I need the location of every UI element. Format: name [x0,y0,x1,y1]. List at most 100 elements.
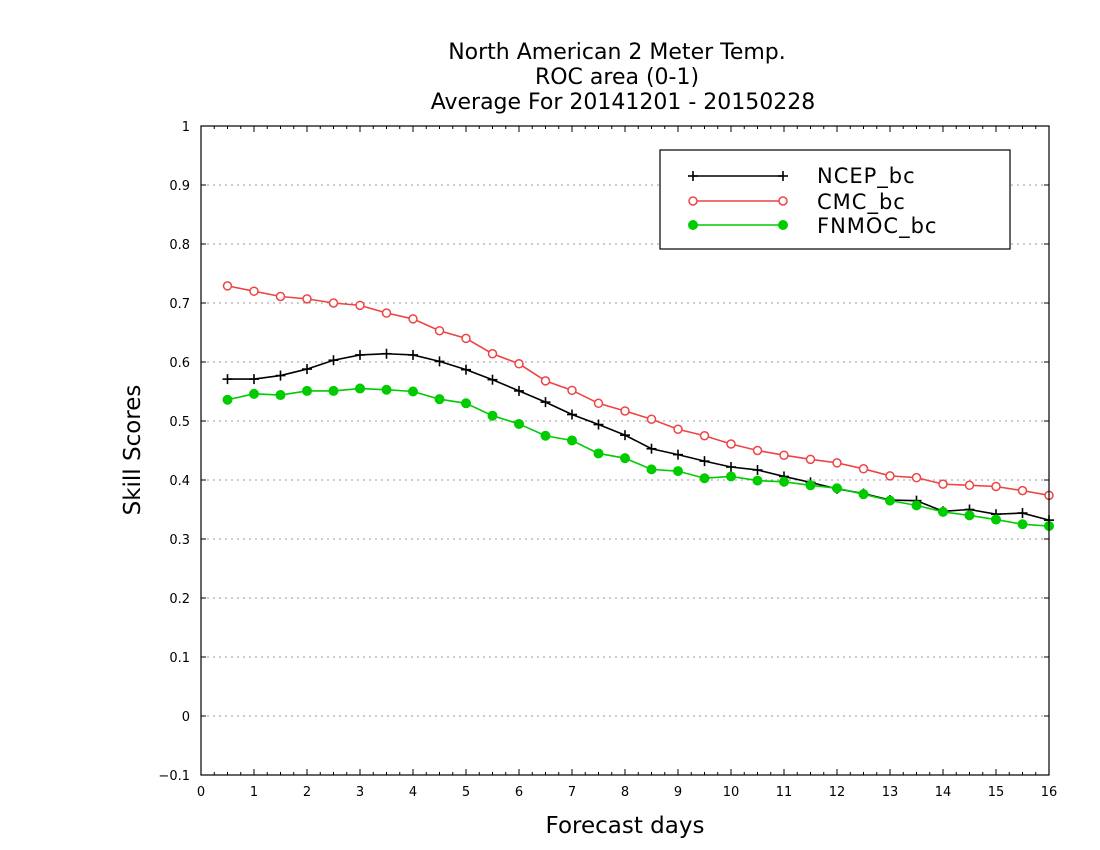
x-tick-label: 1 [250,785,258,800]
data-point-ncep [275,370,286,381]
data-point-ncep [328,355,339,366]
data-point-ncep [646,443,657,454]
data-point-fnmoc [249,388,259,399]
y-tick-label: 0.1 [169,651,190,666]
data-point-ncep [540,397,551,408]
data-point-cmc [726,439,736,449]
data-point-ncep [620,430,630,441]
legend-marker-cmc [688,196,698,206]
chart-title-line-2: ROC area (0-1) [535,65,699,90]
data-point-cmc [779,450,789,460]
data-point-cmc [567,385,577,396]
data-point-ncep [355,349,365,360]
x-tick-label: 5 [462,785,470,800]
series-layer [222,281,1054,532]
data-point-fnmoc [858,489,869,500]
data-point-cmc [991,481,1001,492]
data-point-cmc [434,325,445,336]
series-fnmoc [222,383,1054,532]
gridlines [201,184,1049,717]
data-point-ncep [699,456,710,467]
data-point-cmc [805,454,816,465]
data-point-ncep [302,364,312,375]
data-point-fnmoc [779,476,789,487]
data-point-fnmoc [302,385,312,396]
legend-box [659,149,1011,250]
data-point-fnmoc [461,398,471,409]
data-point-ncep [487,374,498,385]
x-tick-label: 14 [935,785,952,800]
y-tick-label: 0.5 [169,415,190,430]
data-point-ncep [726,462,736,473]
data-point-fnmoc [726,471,736,482]
data-point-fnmoc [434,394,445,405]
y-tick-label: 0.3 [169,533,190,548]
data-point-fnmoc [222,394,233,405]
x-tick-label: 15 [988,785,1005,800]
data-point-fnmoc [991,514,1001,525]
data-point-fnmoc [381,384,392,395]
x-tick-label: 3 [356,785,364,800]
data-point-ncep [514,385,524,396]
data-point-cmc [461,333,471,344]
data-point-ncep [593,419,604,430]
data-point-fnmoc [620,453,630,464]
x-tick-label: 6 [515,785,523,800]
data-point-fnmoc [514,418,524,429]
legend-label-fnmoc: FNMOC_bc [817,214,937,239]
data-point-fnmoc [487,410,498,421]
data-point-fnmoc [699,473,710,484]
y-tick-label: 0.8 [169,238,190,253]
data-point-ncep [381,348,392,359]
data-point-ncep [249,374,259,385]
data-point-fnmoc [408,386,418,397]
plot-frame [200,125,1050,776]
data-point-ncep [222,374,233,385]
x-tick-label: 11 [776,785,793,800]
legend-samples [688,171,788,230]
legend: NCEP_bc CMC_bc FNMOC_bc [659,149,1011,250]
data-point-cmc [752,445,763,456]
data-point-ncep [408,349,418,360]
data-point-fnmoc [885,495,895,506]
legend-marker-fnmoc [778,220,788,230]
legend-marker-ncep [688,171,698,181]
data-point-cmc [699,431,710,441]
data-point-fnmoc [540,430,551,441]
y-tick-label: −0.1 [158,769,190,784]
data-point-cmc [620,406,630,416]
data-point-fnmoc [911,500,922,511]
data-point-fnmoc [567,435,577,446]
data-point-ncep [461,364,471,375]
data-point-cmc [673,424,683,435]
data-point-cmc [964,480,975,491]
data-point-cmc [858,464,869,474]
data-point-ncep [434,356,445,367]
data-point-fnmoc [752,475,763,486]
data-point-cmc [222,281,233,291]
data-point-fnmoc [275,390,286,401]
data-point-ncep [567,409,577,420]
data-point-cmc [328,298,339,308]
legend-label-cmc: CMC_bc [817,190,906,215]
data-point-ncep [1017,508,1028,519]
data-point-ncep [673,449,683,460]
data-point-cmc [540,376,551,386]
data-point-cmc [885,471,895,481]
data-point-fnmoc [673,466,683,477]
data-point-cmc [1017,485,1028,496]
data-point-cmc [911,472,922,483]
data-point-fnmoc [1017,519,1028,530]
data-point-cmc [938,479,948,489]
y-tick-label: 1 [182,120,190,135]
y-tick-label: 0.2 [169,592,190,607]
data-point-fnmoc [355,383,365,394]
data-point-cmc [487,348,498,359]
x-tick-label: 7 [568,785,576,800]
data-point-cmc [381,308,392,318]
legend-marker-fnmoc [688,220,698,230]
data-point-cmc [355,300,365,311]
data-point-cmc [275,291,286,302]
x-tick-label: 12 [829,785,846,800]
